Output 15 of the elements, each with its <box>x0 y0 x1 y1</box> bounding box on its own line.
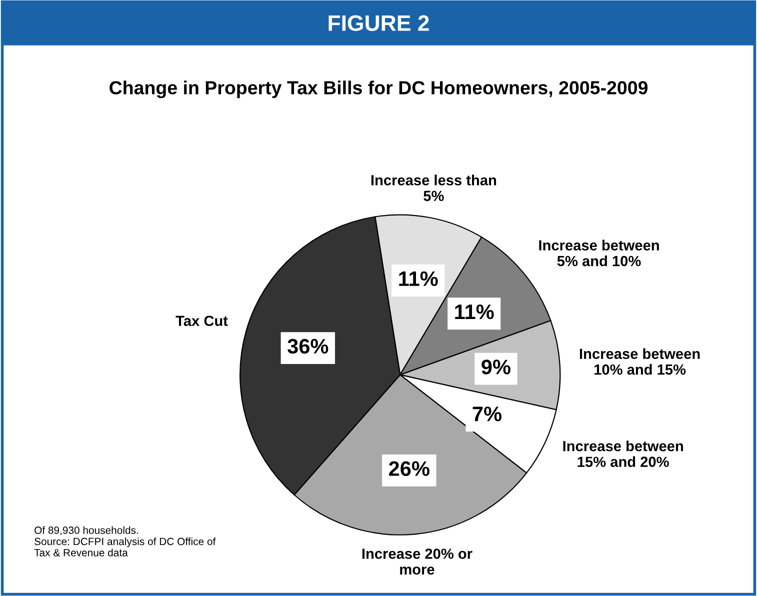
data-label: 11% <box>399 271 438 286</box>
data-label: 11% <box>455 304 494 320</box>
slice-label: Increase between 10% and 15% <box>580 348 700 375</box>
chart-subtitle: FIGURE 2 <box>328 15 429 31</box>
data-label: 26% <box>389 461 430 476</box>
slice-label: Tax Cut <box>176 316 228 326</box>
text: Of 89,930 households. Source: DCFPI analysis of DC Office of Tax & Revenue data <box>34 526 216 556</box>
data-label: 7% <box>472 406 502 422</box>
slice-label: Increase less than 5% <box>371 174 496 202</box>
chart-title: Change in Property Tax Bills for DC Homeowners, 2005-2009 <box>110 80 648 98</box>
data-label: 9% <box>482 360 510 374</box>
slice-label: Increase between 15% and 20% <box>563 440 683 467</box>
slice-label: Increase between 5% and 10% <box>539 240 659 266</box>
data-label: 36% <box>288 338 328 354</box>
slice-label: Increase 20% or more <box>362 548 472 575</box>
